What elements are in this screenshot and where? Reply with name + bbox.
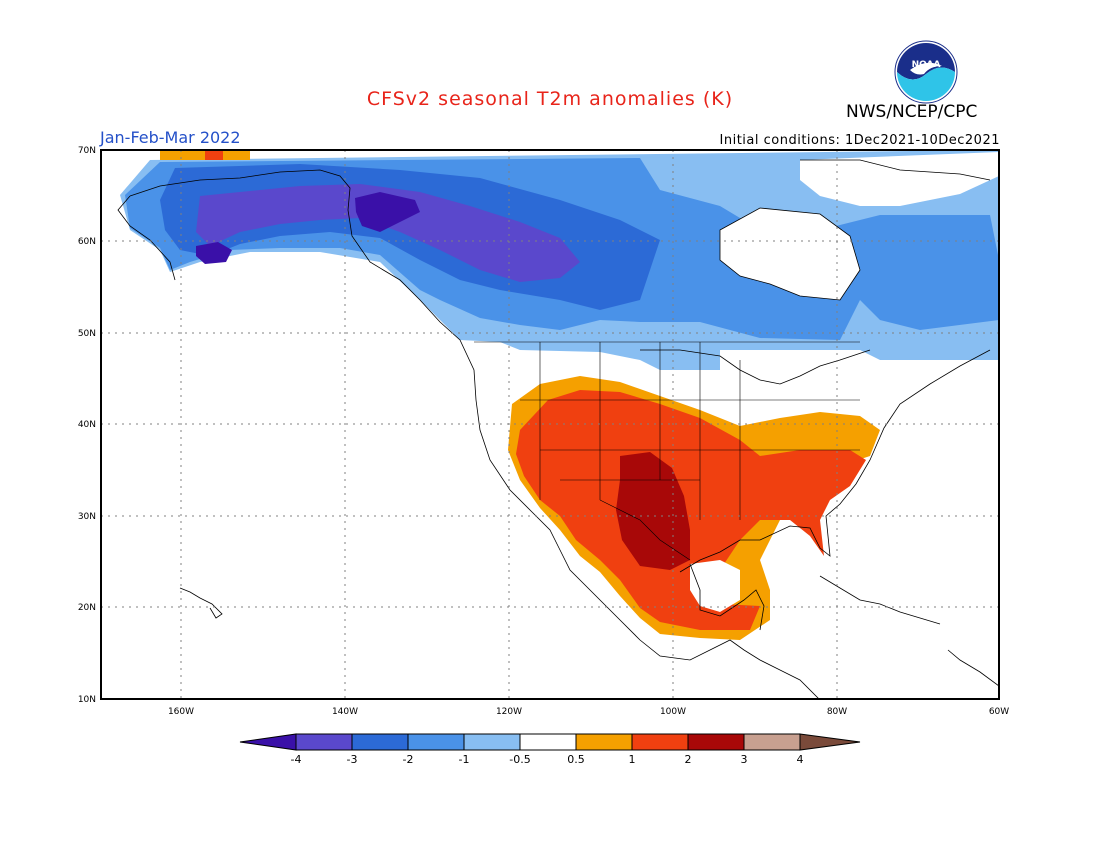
forecast-period: Jan-Feb-Mar 2022 xyxy=(100,128,241,147)
anomaly-neg3 xyxy=(196,184,580,282)
lon-label: 100W xyxy=(660,707,686,717)
agency-label: NWS/NCEP/CPC xyxy=(846,102,978,122)
colorbar xyxy=(239,733,861,751)
map-frame xyxy=(100,149,1000,700)
colorbar-label: -3 xyxy=(347,753,358,766)
initial-conditions: Initial conditions: 1Dec2021-10Dec2021 xyxy=(719,133,1000,148)
colorbar-swatch xyxy=(463,733,521,751)
anomaly-neg05 xyxy=(120,150,999,370)
anomaly-pos2 xyxy=(616,452,690,570)
lon-label: 120W xyxy=(496,707,522,717)
anomaly-field xyxy=(120,150,999,640)
lat-label: 70N xyxy=(78,146,96,156)
colorbar-label: 4 xyxy=(797,753,804,766)
colorbar-swatch xyxy=(351,733,409,751)
colorbar-labels: -4 -3 -2 -1 -0.5 0.5 1 2 3 4 xyxy=(291,753,804,766)
anomaly-pos05 xyxy=(508,376,880,640)
colorbar-swatch xyxy=(519,733,577,751)
noaa-logo: NOAA xyxy=(894,40,958,104)
colorbar-swatch xyxy=(799,733,861,751)
colorbar-swatch xyxy=(575,733,633,751)
colorbar-swatch xyxy=(295,733,353,751)
map-title: CFSv2 seasonal T2m anomalies (K) xyxy=(366,88,734,110)
lat-label: 60N xyxy=(78,237,96,247)
colorbar-label: -2 xyxy=(403,753,414,766)
lat-label: 20N xyxy=(78,603,96,613)
colorbar-label: -1 xyxy=(459,753,470,766)
colorbar-swatch xyxy=(407,733,465,751)
lat-label: 30N xyxy=(78,512,96,522)
lon-label: 140W xyxy=(332,707,358,717)
colorbar-swatch xyxy=(687,733,745,751)
coastlines xyxy=(117,159,999,699)
colorbar-swatch xyxy=(743,733,801,751)
noaa-logo-text: NOAA xyxy=(912,60,941,70)
colorbar-label: -0.5 xyxy=(509,753,530,766)
state-borders xyxy=(474,341,860,561)
anomaly-pos1 xyxy=(516,390,866,630)
colorbar-label: 0.5 xyxy=(567,753,585,766)
colorbar-label: 1 xyxy=(629,753,636,766)
colorbar-swatch xyxy=(239,733,297,751)
lon-label: 160W xyxy=(168,707,194,717)
anomaly-neg1 xyxy=(125,158,999,340)
colorbar-label: 3 xyxy=(741,753,748,766)
lat-label: 40N xyxy=(78,420,96,430)
lon-label: 80W xyxy=(827,707,847,717)
lat-label: 10N xyxy=(78,695,96,705)
anomaly-neg2 xyxy=(160,164,660,310)
lat-label: 50N xyxy=(78,329,96,339)
lon-axis: 160W 140W 120W 100W 80W 60W xyxy=(168,707,1009,717)
anomaly-neg4b xyxy=(196,242,232,264)
colorbar-label: 2 xyxy=(685,753,692,766)
colorbar-swatch xyxy=(631,733,689,751)
lon-label: 60W xyxy=(989,707,1009,717)
lat-axis: 70N 60N 50N 40N 30N 20N 10N xyxy=(78,146,96,705)
anomaly-neg4 xyxy=(355,192,420,232)
colorbar-label: -4 xyxy=(291,753,302,766)
gridlines xyxy=(101,150,999,699)
